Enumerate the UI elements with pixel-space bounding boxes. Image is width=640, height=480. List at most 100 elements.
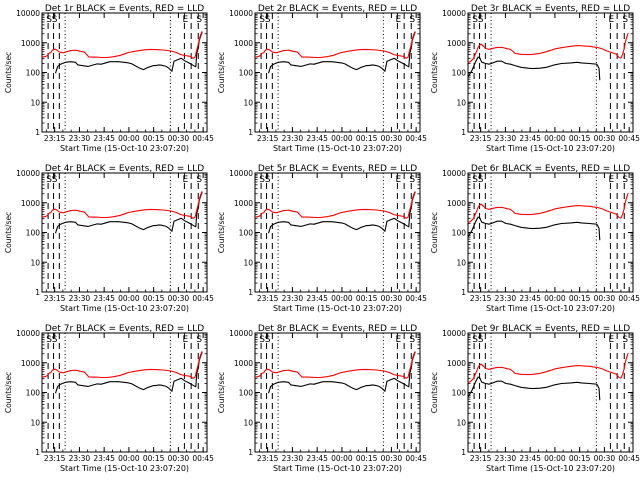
x-tick-label: 00:15 [569,454,591,463]
x-tick-label: 23:45 [93,294,115,303]
marker-label: E [183,15,189,25]
y-tick-label: 10000 [442,9,466,18]
marker-label: S [409,175,415,185]
x-axis-label: Start Time (15-Oct-10 23:07:20) [273,304,402,313]
y-tick-label: 1000 [21,359,40,368]
marker-label: E [609,175,615,185]
marker-label: S [259,15,265,25]
x-tick-label: 00:00 [331,294,353,303]
plot-frame [254,172,421,293]
marker-label: E [609,335,615,345]
x-tick-label: 23:15 [470,134,492,143]
x-tick-label: 00:30 [381,294,403,303]
y-tick-label: 1000 [234,359,253,368]
marker-label: S [46,175,52,185]
plot-frame [467,332,634,453]
y-tick-label: 10000 [229,329,253,338]
lld-series-line [467,353,629,384]
x-tick-label: 23:15 [44,454,66,463]
x-tick-label: 23:15 [44,294,66,303]
x-tick-label: 23:30 [495,454,517,463]
x-tick-label: 23:15 [470,294,492,303]
plot-frame [41,332,208,453]
x-tick-label: 00:30 [594,294,616,303]
lld-series-line [41,191,203,219]
y-tick-label: 10000 [442,329,466,338]
x-tick-label: 00:30 [168,294,190,303]
marker-label: S [472,15,478,25]
panel-title: Det 1r BLACK = Events, RED = LLD [45,4,204,14]
x-axis-label: Start Time (15-Oct-10 23:07:20) [273,464,402,473]
y-tick-label: 100 [26,69,41,78]
x-tick-label: 23:30 [282,454,304,463]
x-axis-label: Start Time (15-Oct-10 23:07:20) [486,304,615,313]
events-series-line [467,56,601,81]
x-tick-label: 23:45 [306,454,328,463]
events-series-line [54,191,203,234]
x-tick-label: 00:45 [618,294,640,303]
y-tick-label: 100 [452,389,467,398]
marker-label: E [396,335,402,345]
plot-frame [467,172,634,293]
x-tick-label: 00:45 [405,294,427,303]
events-series-line [54,351,203,394]
events-series-line [267,191,416,234]
plot-frame [41,12,208,133]
x-tick-label: 00:30 [381,134,403,143]
panel-title: Det 2r BLACK = Events, RED = LLD [258,4,417,14]
panel-title: Det 6r BLACK = Events, RED = LLD [471,164,630,174]
y-tick-label: 10000 [442,169,466,178]
marker-label: S [472,175,478,185]
y-tick-label: 10 [30,418,40,427]
x-tick-label: 00:15 [143,294,165,303]
y-tick-label: 1 [248,128,253,137]
marker-label: S [196,175,202,185]
x-tick-label: 23:30 [69,454,91,463]
x-tick-label: 00:00 [544,294,566,303]
y-tick-label: 10 [243,258,253,267]
y-tick-label: 10 [243,98,253,107]
marker-label: S [478,175,484,185]
x-axis-label: Start Time (15-Oct-10 23:07:20) [486,464,615,473]
x-tick-label: 23:45 [306,294,328,303]
panel-title: Det 4r BLACK = Events, RED = LLD [45,164,204,174]
x-axis-label: Start Time (15-Oct-10 23:07:20) [60,464,189,473]
events-series-line [54,31,203,74]
y-axis-label: Counts/sec [4,52,13,93]
plot-frame [254,12,421,133]
y-tick-label: 1000 [234,39,253,48]
x-tick-label: 00:45 [405,454,427,463]
lld-series-line [467,193,629,224]
marker-label: S [478,335,484,345]
x-tick-label: 23:15 [470,454,492,463]
x-axis-label: Start Time (15-Oct-10 23:07:20) [60,304,189,313]
y-tick-label: 1000 [447,359,466,368]
marker-label: S [196,335,202,345]
marker-label: S [265,335,271,345]
y-tick-label: 100 [452,69,467,78]
panel-title: Det 7r BLACK = Events, RED = LLD [45,324,204,334]
marker-label: S [52,15,58,25]
y-tick-label: 100 [239,389,254,398]
marker-label: S [52,175,58,185]
x-tick-label: 23:15 [257,294,279,303]
x-tick-label: 23:45 [519,294,541,303]
panel-9: Det 9r BLACK = Events, RED = LLD Counts/s… [430,324,640,473]
y-axis-label: Counts/sec [430,372,439,413]
events-series-line [467,216,601,241]
lld-series-line [467,33,629,64]
x-tick-label: 00:30 [594,454,616,463]
y-tick-label: 100 [239,229,254,238]
lld-series-line [254,351,416,379]
y-tick-label: 1 [461,128,466,137]
x-tick-label: 00:00 [118,134,140,143]
panel-4: Det 4r BLACK = Events, RED = LLD Counts/s… [4,164,214,313]
marker-label: E [183,175,189,185]
x-tick-label: 00:00 [331,134,353,143]
x-tick-label: 23:30 [282,294,304,303]
x-tick-label: 23:30 [495,294,517,303]
x-tick-label: 00:45 [618,454,640,463]
marker-label: S [46,335,52,345]
panel-3: Det 3r BLACK = Events, RED = LLD Counts/s… [430,4,640,153]
